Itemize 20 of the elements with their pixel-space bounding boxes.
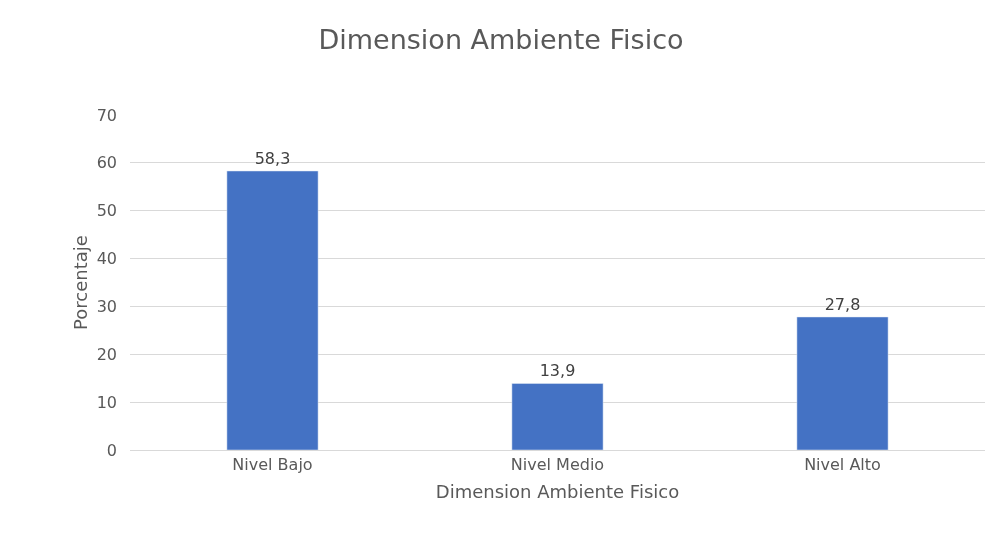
x-axis-title: Dimension Ambiente Fisico — [435, 481, 680, 503]
y-tick-label: 70 — [96, 105, 117, 125]
data-label: 58,3 — [254, 148, 291, 168]
y-axis-title: Porcentaje — [69, 235, 91, 330]
bar — [796, 316, 889, 450]
x-tick-label: Nivel Bajo — [232, 455, 313, 475]
data-label: 27,8 — [824, 294, 861, 314]
y-tick-label: 30 — [96, 297, 117, 317]
bar — [226, 170, 319, 450]
y-tick-label: 0 — [106, 440, 117, 460]
y-tick-label: 10 — [96, 392, 117, 412]
data-label: 13,9 — [539, 361, 576, 381]
x-tick-label: Nivel Alto — [804, 455, 881, 475]
y-tick-label: 40 — [96, 249, 117, 269]
y-tick-label: 50 — [96, 201, 117, 221]
chart-title: Dimension Ambiente Fisico — [318, 23, 684, 55]
x-tick-label: Nivel Medio — [510, 455, 605, 475]
bar — [511, 383, 604, 450]
y-tick-label: 20 — [96, 344, 117, 364]
y-tick-label: 60 — [96, 153, 117, 173]
